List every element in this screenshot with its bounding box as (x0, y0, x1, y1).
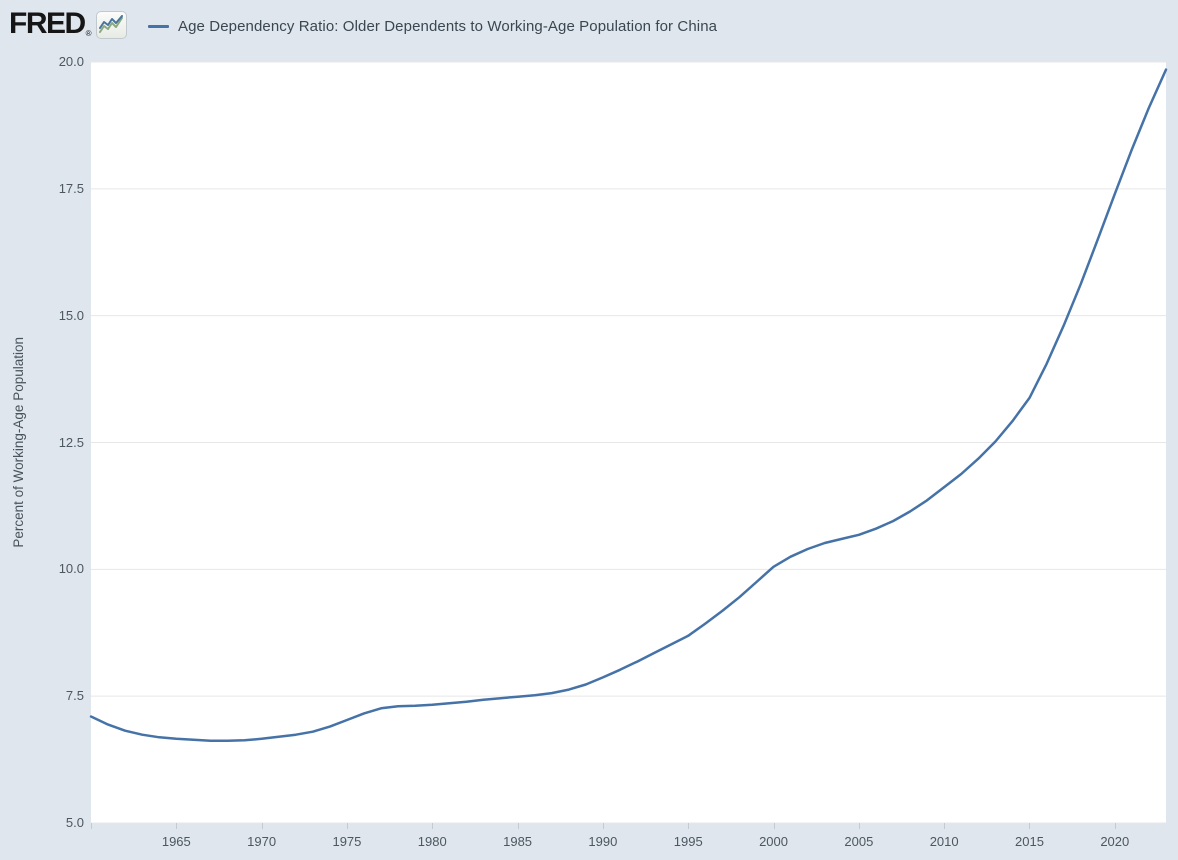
x-tick-mark (773, 823, 775, 829)
fred-chart-icon (95, 11, 127, 39)
x-tick-label: 2020 (1100, 834, 1130, 849)
fred-wordmark: FRED (9, 7, 86, 40)
x-tick-mark (602, 823, 604, 829)
x-tick-mark (944, 823, 946, 829)
fred-logo[interactable]: FRED ® (9, 9, 127, 39)
x-tick-label: 2010 (929, 834, 959, 849)
x-tick-mark (1114, 823, 1116, 829)
x-tick-mark (432, 823, 434, 829)
series-line-china (89, 68, 1168, 743)
legend-line-swatch (148, 25, 169, 28)
series-title: Age Dependency Ratio: Older Dependents t… (178, 17, 718, 35)
x-tick-label: 1980 (417, 834, 447, 849)
chart-canvas (89, 61, 1168, 824)
y-tick-label: 12.5 (58, 434, 84, 450)
y-tick-label: 15.0 (58, 307, 84, 323)
x-tick-label: 2005 (844, 834, 874, 849)
x-tick-label: 1990 (588, 834, 618, 849)
x-tick-label: 2015 (1015, 834, 1044, 849)
y-tick-label: 7.5 (65, 688, 84, 704)
x-tick-label: 1970 (247, 834, 277, 849)
y-tick-label: 17.5 (58, 180, 84, 196)
y-tick-label: 20.0 (58, 54, 84, 69)
x-tick-label: 2000 (759, 834, 788, 849)
x-tick-mark (858, 823, 860, 829)
chart-header: FRED ® Age Dependency Ratio: Older Depen… (0, 0, 1178, 52)
x-tick-label: 1995 (673, 834, 703, 849)
registered-trademark-icon: ® (85, 29, 92, 38)
chart-legend: Age Dependency Ratio: Older Dependents t… (148, 0, 717, 52)
y-tick-label: 5.0 (65, 815, 84, 830)
x-tick-mark (91, 823, 92, 829)
x-tick-mark (176, 823, 178, 829)
x-tick-mark (1029, 823, 1031, 829)
x-tick-label: 1975 (332, 834, 362, 849)
plot-area[interactable] (89, 61, 1168, 824)
x-tick-mark (688, 823, 690, 829)
x-tick-label: 1985 (503, 834, 533, 849)
x-tick-mark (261, 823, 263, 829)
x-tick-mark (346, 823, 348, 829)
x-tick-label: 1965 (161, 834, 191, 849)
x-tick-mark (517, 823, 519, 829)
y-tick-label: 10.0 (58, 561, 84, 577)
